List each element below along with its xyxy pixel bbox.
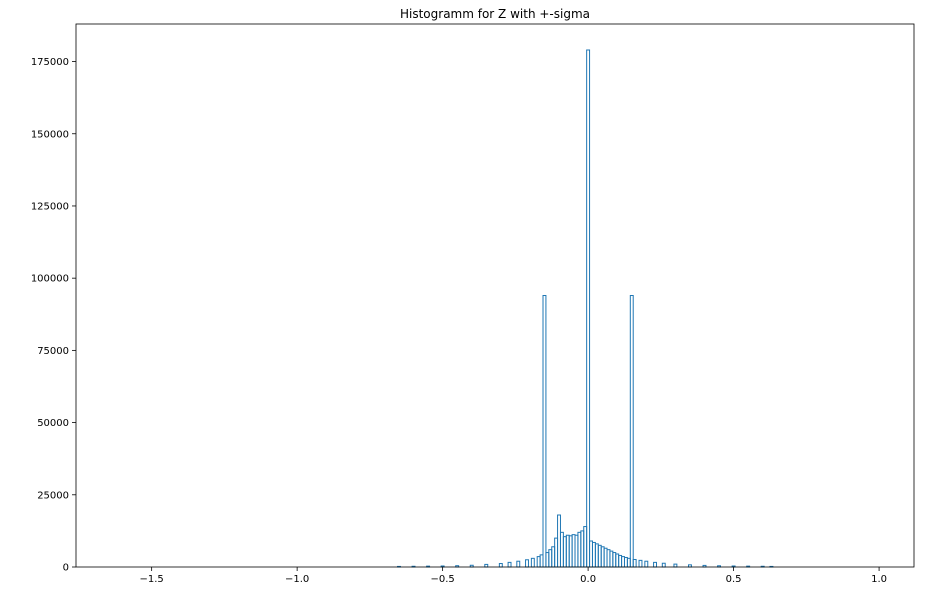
histogram-bin bbox=[498, 563, 503, 568]
histogram-bin bbox=[629, 295, 634, 568]
y-tick-label: 25000 bbox=[37, 490, 69, 501]
histogram-bin bbox=[507, 561, 512, 568]
histogram-bin bbox=[653, 561, 657, 568]
y-tick-label: 0 bbox=[63, 563, 69, 574]
histogram-series bbox=[397, 49, 774, 568]
histogram-bin bbox=[530, 557, 535, 568]
chart-title: Histogramm for Z with +-sigma bbox=[400, 7, 590, 21]
histogram-bin bbox=[525, 559, 529, 568]
y-axis: 0 25000 50000 75000 100000 125000 150000 175000 bbox=[31, 57, 76, 574]
y-tick-label: 150000 bbox=[31, 129, 69, 140]
histogram-bin bbox=[638, 559, 643, 568]
x-tick-label: −1.5 bbox=[140, 574, 164, 585]
histogram-bin bbox=[661, 562, 666, 568]
histogram-bin bbox=[673, 563, 678, 568]
x-tick-label: 0.0 bbox=[580, 574, 596, 585]
histogram-bin bbox=[632, 558, 637, 568]
x-tick-label: −1.0 bbox=[285, 574, 309, 585]
x-tick-label: 0.5 bbox=[726, 574, 742, 585]
histogram-bin bbox=[542, 295, 547, 568]
plot-frame bbox=[75, 23, 915, 568]
y-tick-label: 175000 bbox=[31, 57, 69, 68]
x-axis: −1.5 −1.0 −0.5 0.0 0.5 1.0 bbox=[140, 567, 887, 585]
x-tick-label: 1.0 bbox=[871, 574, 887, 585]
histogram-bin bbox=[516, 560, 521, 568]
y-tick-label: 125000 bbox=[31, 201, 69, 212]
x-tick-label: −0.5 bbox=[430, 574, 454, 585]
y-tick-label: 75000 bbox=[37, 346, 69, 357]
histogram-bin bbox=[644, 560, 649, 568]
histogram-bin bbox=[586, 49, 591, 568]
y-tick-label: 100000 bbox=[31, 274, 69, 285]
y-tick-label: 50000 bbox=[37, 418, 69, 429]
